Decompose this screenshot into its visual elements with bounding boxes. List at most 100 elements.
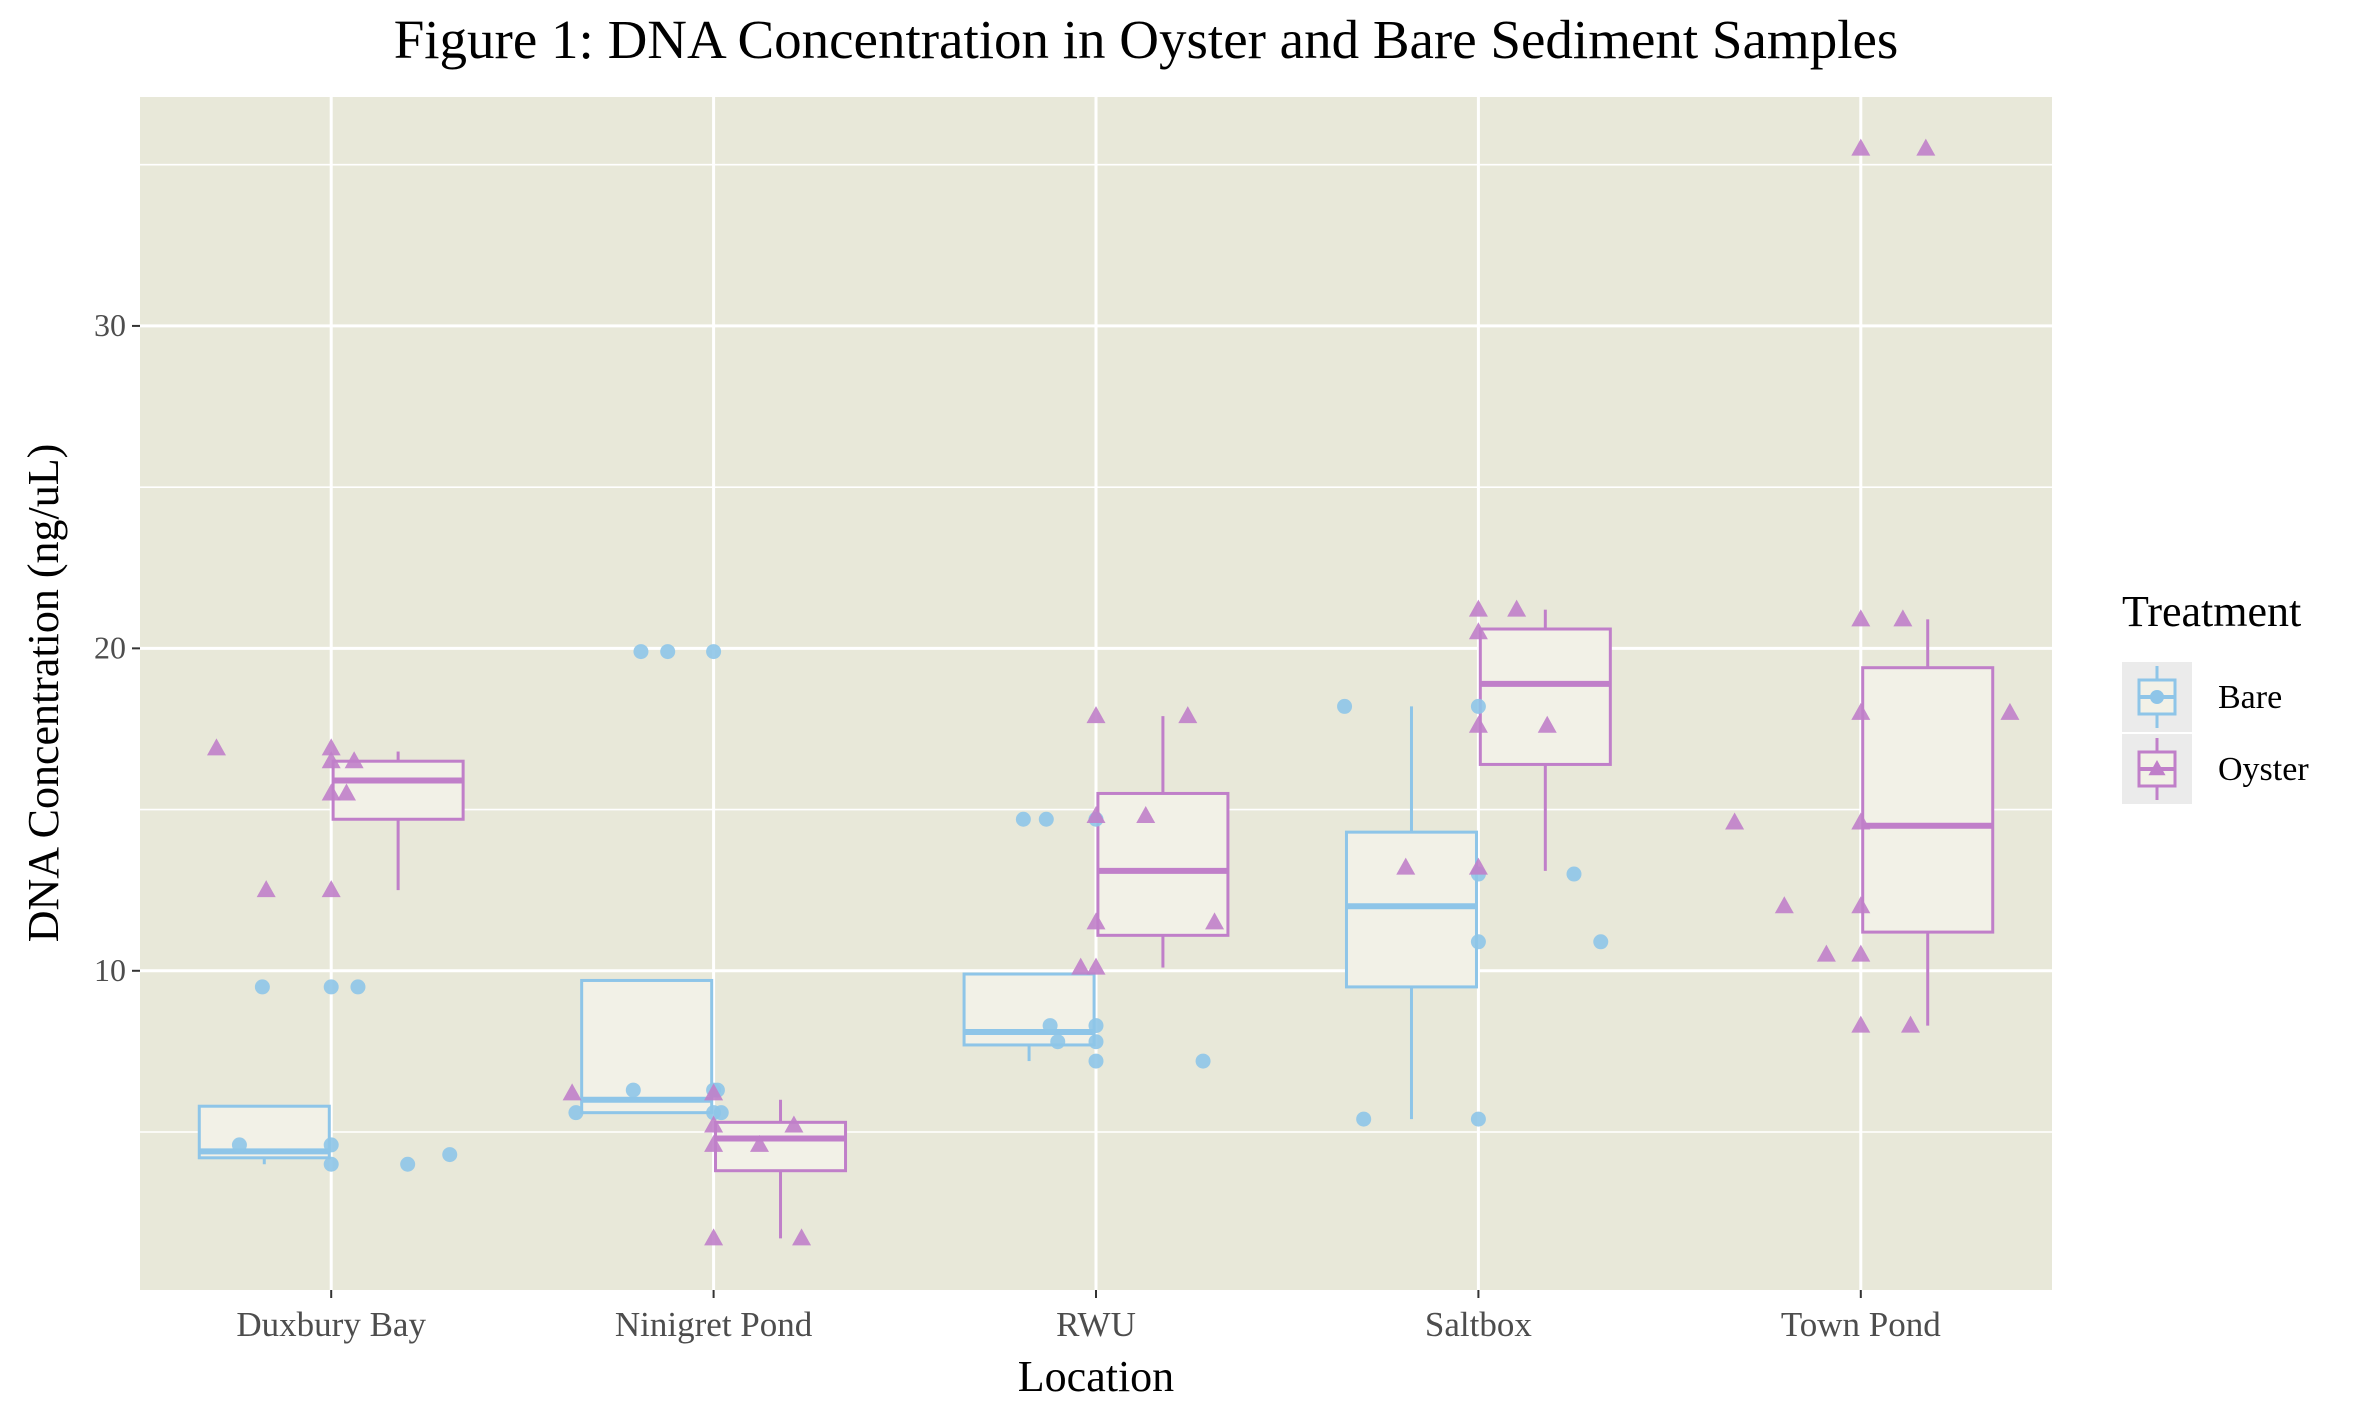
data-point-oyster [2000,702,2020,720]
data-point-oyster [336,783,356,801]
data-point-oyster [1851,944,1871,962]
y-tick-label: 20 [94,629,126,665]
data-point-bare [633,644,649,660]
box [1861,666,1995,934]
data-point-bare [1050,1034,1066,1050]
data-point-oyster [1396,857,1416,875]
data-point-bare [1015,811,1031,827]
data-point-bare [1470,698,1486,714]
x-tick-label: Town Pond [1781,1305,1941,1344]
data-point-bare [323,1156,339,1172]
legend-key-marker-oyster [2148,760,2166,776]
data-point-bare [1088,1034,1104,1050]
data-point-oyster [1468,599,1488,617]
data-point-oyster [1136,806,1156,824]
data-point-oyster [1086,912,1106,930]
data-point-bare [706,644,722,660]
data-point-oyster [1468,715,1488,733]
data-point-oyster [321,738,341,756]
boxes [197,609,1995,1239]
y-tick-label: 10 [94,952,126,988]
legend-keys: Bare Oyster [2122,662,2309,804]
box [1096,791,1230,937]
legend-title: Treatment [2122,587,2301,636]
box [1478,627,1612,766]
data-point-bare [1566,866,1582,882]
data-point-bare [323,979,339,995]
data-point-oyster [1916,138,1936,156]
data-point-bare [1088,1018,1104,1034]
data-point-oyster [1893,609,1913,627]
box [580,978,714,1115]
data-point-oyster [784,1115,804,1133]
data-point-bare [713,1105,729,1121]
data-point-oyster [1725,812,1745,830]
data-point-bare [625,1082,641,1098]
box [1344,830,1478,989]
data-point-oyster [1851,812,1871,830]
box [331,759,465,821]
data-point-oyster [321,751,341,769]
chart-title: Figure 1: DNA Concentration in Oyster an… [394,9,1899,70]
data-point-bare [442,1147,458,1163]
data-point-oyster [1851,896,1871,914]
x-tick-label: Saltbox [1425,1305,1532,1344]
data-point-bare [1042,1018,1058,1034]
data-point-bare [1195,1053,1211,1069]
data-point-oyster [1901,1015,1921,1033]
box [714,1120,848,1173]
data-point-oyster [562,1083,582,1101]
data-point-oyster [792,1228,812,1246]
data-point-bare [1470,934,1486,950]
data-point-oyster [1851,609,1871,627]
data-point-oyster [1851,1015,1871,1033]
axes: 10 20 30 Duxbury Bay Ninigret Pond RWU Saltbox… [94,307,1941,1344]
data-point-bare [660,644,676,660]
data-point-oyster [1851,138,1871,156]
data-point-bare [1356,1111,1372,1127]
data-point-oyster [1507,599,1527,617]
legend: Treatment Bare Oyster [2122,587,2309,804]
data-point-oyster [1178,706,1198,724]
data-point-bare [1593,934,1609,950]
data-point-oyster [206,738,226,756]
data-point-oyster [749,1134,769,1152]
data-point-oyster [704,1228,724,1246]
data-point-oyster [1537,715,1557,733]
data-point-oyster [321,880,341,898]
x-tick-label: Ninigret Pond [615,1305,813,1344]
legend-key-marker-bare [2150,690,2164,704]
data-point-oyster [1851,702,1871,720]
data-point-oyster [321,783,341,801]
data-point-oyster [704,1134,724,1152]
data-point-oyster [1816,944,1836,962]
data-point-oyster [1468,857,1488,875]
data-point-oyster [1086,706,1106,724]
data-point-bare [323,1137,339,1153]
data-point-oyster [1205,912,1225,930]
data-point-bare [400,1156,416,1172]
data-point-oyster [1774,896,1794,914]
data-point-oyster [344,751,364,769]
legend-label: Oyster [2218,751,2309,788]
x-axis-label: Location [1018,1352,1174,1401]
data-point-bare [231,1137,247,1153]
data-point-oyster [1086,957,1106,975]
x-tick-label: Duxbury Bay [236,1305,426,1344]
data-point-oyster [1468,622,1488,640]
data-point-bare [1470,1111,1486,1127]
y-axis-label: DNA Concentration (ng/uL) [19,444,68,943]
data-point-bare [1088,1053,1104,1069]
grid-lines [140,97,2052,1290]
data-point-bare [254,979,270,995]
y-tick-label: 30 [94,307,126,343]
data-point-oyster [704,1115,724,1133]
data-point-bare [1038,811,1054,827]
data-point-bare [568,1105,584,1121]
data-point-oyster [704,1083,724,1101]
data-point-oyster [1086,806,1106,824]
data-point-oyster [1071,957,1091,975]
x-tick-label: RWU [1056,1305,1136,1344]
data-point-bare [350,979,366,995]
